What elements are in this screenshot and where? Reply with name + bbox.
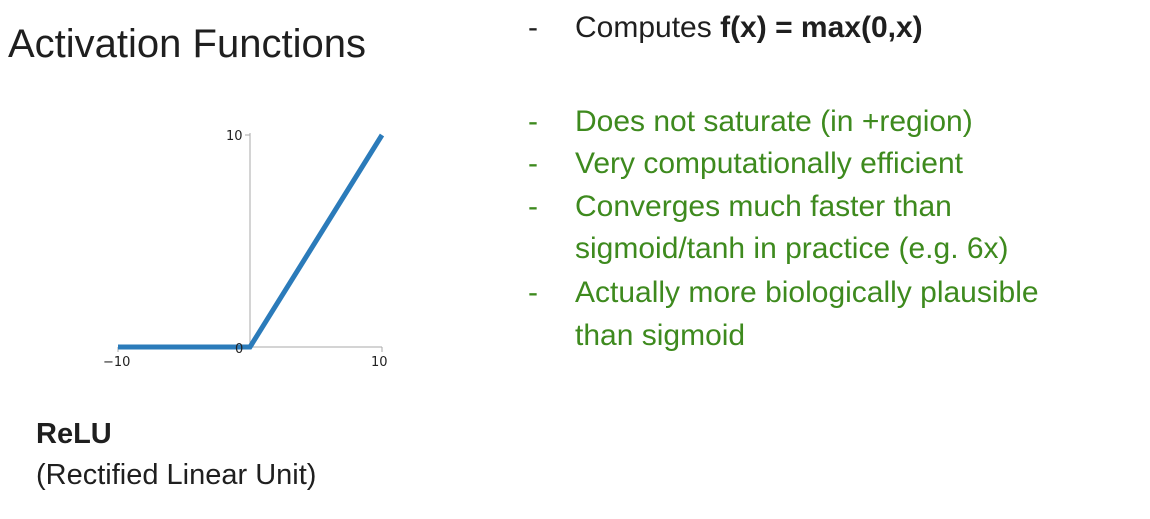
relu-formula: f(x) = max(0,x) xyxy=(720,11,923,44)
bullet-converges-line2: sigmoid/tanh in practice (e.g. 6x) xyxy=(575,232,1009,265)
bullet-efficient: Very computationally efficient xyxy=(575,147,963,180)
y-tick-label-min: 0 xyxy=(235,342,243,357)
x-tick-label-min: −10 xyxy=(103,355,130,370)
bullet-no-saturate: Does not saturate (in +region) xyxy=(575,105,973,138)
bullet-plausible-line2: than sigmoid xyxy=(575,319,746,352)
bullet-converges-line1: Converges much faster than xyxy=(575,190,952,223)
function-name: ReLU xyxy=(36,418,112,450)
bullet-dash-2: - xyxy=(528,147,538,180)
bullet-dash-4: - xyxy=(528,276,538,309)
slide-title: Activation Functions xyxy=(8,22,366,66)
bullet-dash-1: - xyxy=(528,105,538,138)
bullet-computes: Computes f(x) = max(0,x) xyxy=(575,10,923,46)
bullet-computes-prefix: Computes xyxy=(575,11,721,44)
x-tick-label-max: 10 xyxy=(371,355,388,370)
y-tick-label-max: 10 xyxy=(226,129,243,144)
bullet-plausible-line1: Actually more biologically plausible xyxy=(575,276,1039,309)
relu-series-line xyxy=(118,133,385,350)
bullet-dash-3: - xyxy=(528,190,538,223)
function-subtitle: (Rectified Linear Unit) xyxy=(36,459,317,491)
bullet-dash-computes: - xyxy=(528,11,538,44)
relu-chart: −10 10 0 10 xyxy=(103,129,388,370)
